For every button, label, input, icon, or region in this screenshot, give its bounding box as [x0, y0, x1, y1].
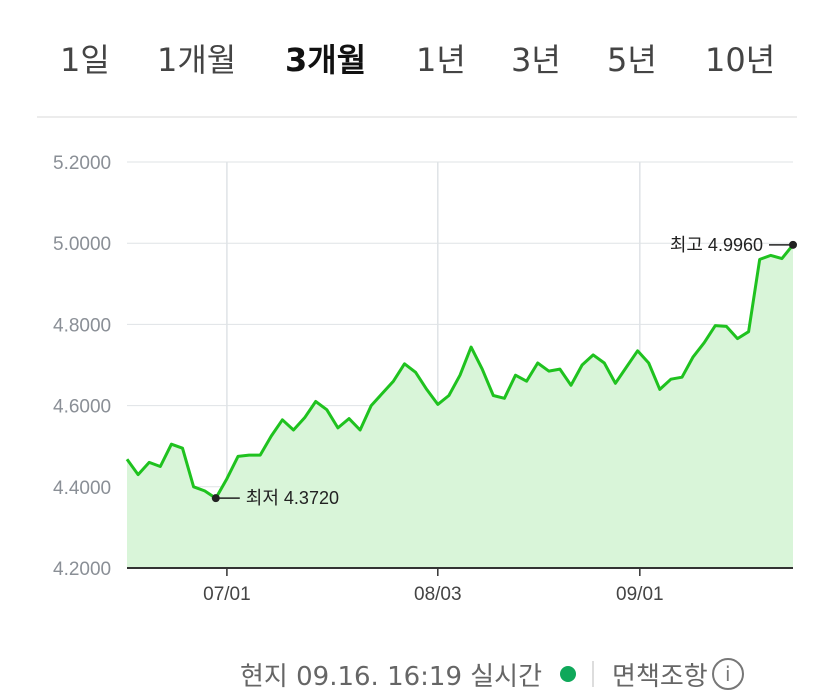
tab-5년[interactable]: 5년 [607, 41, 657, 79]
low-annotation-label: 최저 4.3720 [246, 488, 339, 508]
y-tick-label: 5.0000 [53, 234, 111, 255]
y-tick-label: 4.6000 [53, 397, 111, 418]
high-annotation-label: 최고 4.9960 [670, 235, 763, 255]
y-tick-label: 4.2000 [53, 559, 111, 580]
x-tick-label: 09/01 [616, 584, 664, 605]
low-point-marker [211, 494, 220, 503]
y-tick-label: 4.4000 [53, 478, 111, 499]
x-tick-label: 07/01 [203, 584, 251, 605]
live-dot-icon [560, 666, 577, 682]
high-point-marker [789, 240, 797, 249]
realtime-status: 현지 09.16. 16:19 실시간 [240, 661, 543, 692]
series-area [127, 244, 793, 569]
tab-10년[interactable]: 10년 [705, 41, 776, 79]
y-tick-label: 4.8000 [53, 315, 111, 336]
divider [37, 116, 797, 118]
info-icon[interactable]: i [711, 658, 744, 690]
tab-1년[interactable]: 1년 [416, 41, 466, 79]
footer-separator [592, 661, 595, 687]
tab-3년[interactable]: 3년 [511, 41, 561, 79]
tab-1일[interactable]: 1일 [60, 41, 110, 79]
x-tick-label: 08/03 [414, 584, 462, 605]
y-tick-label: 5.2000 [53, 153, 111, 174]
disclaimer-link[interactable]: 면책조항 [612, 661, 708, 692]
series-line [125, 243, 795, 500]
footer: 현지 09.16. 16:19 실시간 면책조항 i [240, 652, 744, 696]
tab-3개월[interactable]: 3개월 [285, 41, 367, 79]
price-chart: 5.2000 5.0000 4.8000 4.6000 4.4000 4.2000 07/0… [53, 153, 797, 605]
tab-1개월[interactable]: 1개월 [157, 41, 237, 79]
period-tabs: 1일 1개월 3개월 1년 3년 5년 10년 [0, 30, 835, 100]
